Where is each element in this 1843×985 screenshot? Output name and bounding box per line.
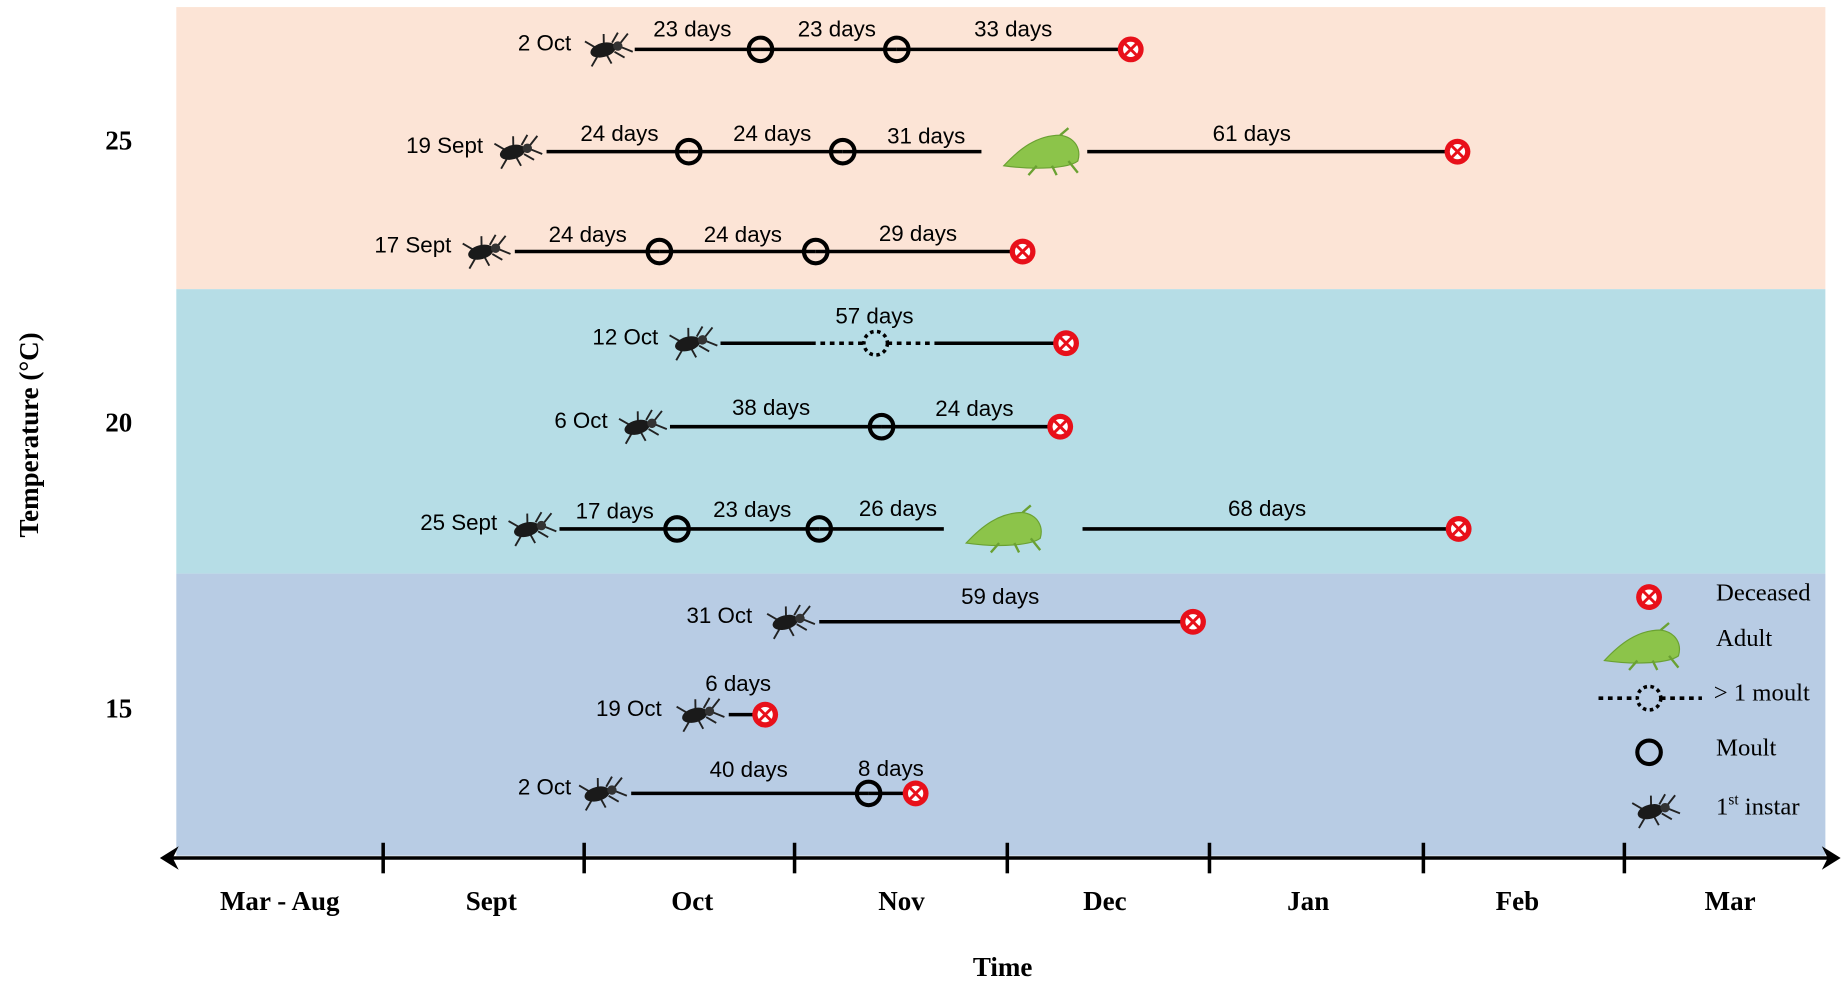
duration-label: 24 days bbox=[580, 121, 658, 146]
band-15 bbox=[176, 574, 1825, 856]
temperature-label: 15 bbox=[105, 693, 132, 723]
deceased-icon bbox=[1446, 516, 1472, 542]
month-label: Feb bbox=[1496, 886, 1540, 916]
start-date: 2 Oct bbox=[518, 775, 572, 800]
deceased-icon bbox=[903, 780, 929, 806]
duration-label: 23 days bbox=[713, 497, 791, 522]
month-label: Dec bbox=[1083, 886, 1127, 916]
month-label: Mar - Aug bbox=[220, 886, 340, 916]
duration-label: 31 days bbox=[887, 123, 965, 148]
page: Time Temperature (°C) Deceased Adult > 1… bbox=[0, 0, 1843, 985]
legend-multi-moult: > 1 moult bbox=[1714, 679, 1810, 706]
duration-label: 24 days bbox=[935, 396, 1013, 421]
deceased-icon bbox=[1180, 609, 1206, 635]
legend-moult: Moult bbox=[1716, 735, 1776, 762]
x-axis-title: Time bbox=[973, 952, 1033, 982]
duration-label: 23 days bbox=[653, 16, 731, 41]
deceased-icon bbox=[1053, 330, 1079, 356]
start-date: 2 Oct bbox=[518, 31, 572, 56]
duration-label: 68 days bbox=[1228, 496, 1306, 521]
deceased-icon bbox=[1118, 36, 1144, 62]
duration-label: 33 days bbox=[974, 16, 1052, 41]
duration-label: 26 days bbox=[859, 496, 937, 521]
duration-label: 61 days bbox=[1213, 121, 1291, 146]
legend-deceased: Deceased bbox=[1716, 579, 1811, 606]
temperature-label: 20 bbox=[105, 408, 132, 438]
duration-label: 8 days bbox=[858, 756, 924, 781]
start-date: 31 Oct bbox=[686, 603, 753, 628]
duration-label: 6 days bbox=[705, 671, 771, 696]
duration-label: 17 days bbox=[576, 498, 654, 523]
month-label: Sept bbox=[466, 886, 517, 916]
deceased-icon bbox=[1445, 139, 1471, 165]
start-date: 19 Oct bbox=[596, 696, 663, 721]
start-date: 6 Oct bbox=[554, 408, 608, 433]
legend-adult: Adult bbox=[1716, 625, 1772, 652]
duration-label: 23 days bbox=[798, 16, 876, 41]
duration-label: 57 days bbox=[835, 303, 913, 328]
instar-rest: instar bbox=[1739, 793, 1800, 820]
start-date: 19 Sept bbox=[406, 133, 484, 158]
temperature-label: 25 bbox=[105, 126, 132, 156]
month-label: Jan bbox=[1287, 886, 1329, 916]
figure: Time Temperature (°C) Deceased Adult > 1… bbox=[0, 0, 1843, 985]
deceased-icon bbox=[1636, 584, 1662, 610]
deceased-icon bbox=[1010, 239, 1036, 265]
start-date: 12 Oct bbox=[592, 324, 659, 349]
month-label: Mar bbox=[1705, 886, 1756, 916]
month-label: Oct bbox=[671, 886, 713, 916]
duration-label: 24 days bbox=[549, 222, 627, 247]
duration-label: 40 days bbox=[710, 757, 788, 782]
duration-label: 29 days bbox=[879, 221, 957, 246]
duration-label: 24 days bbox=[733, 121, 811, 146]
start-date: 25 Sept bbox=[420, 510, 498, 535]
deceased-icon bbox=[752, 702, 778, 728]
y-axis-title: Temperature (°C) bbox=[14, 332, 44, 537]
duration-label: 38 days bbox=[732, 395, 810, 420]
start-date: 17 Sept bbox=[374, 233, 452, 258]
deceased-icon bbox=[1047, 414, 1073, 440]
instar-number: 1 bbox=[1716, 793, 1728, 820]
duration-label: 59 days bbox=[961, 584, 1039, 609]
month-label: Nov bbox=[878, 886, 925, 916]
duration-label: 24 days bbox=[704, 222, 782, 247]
